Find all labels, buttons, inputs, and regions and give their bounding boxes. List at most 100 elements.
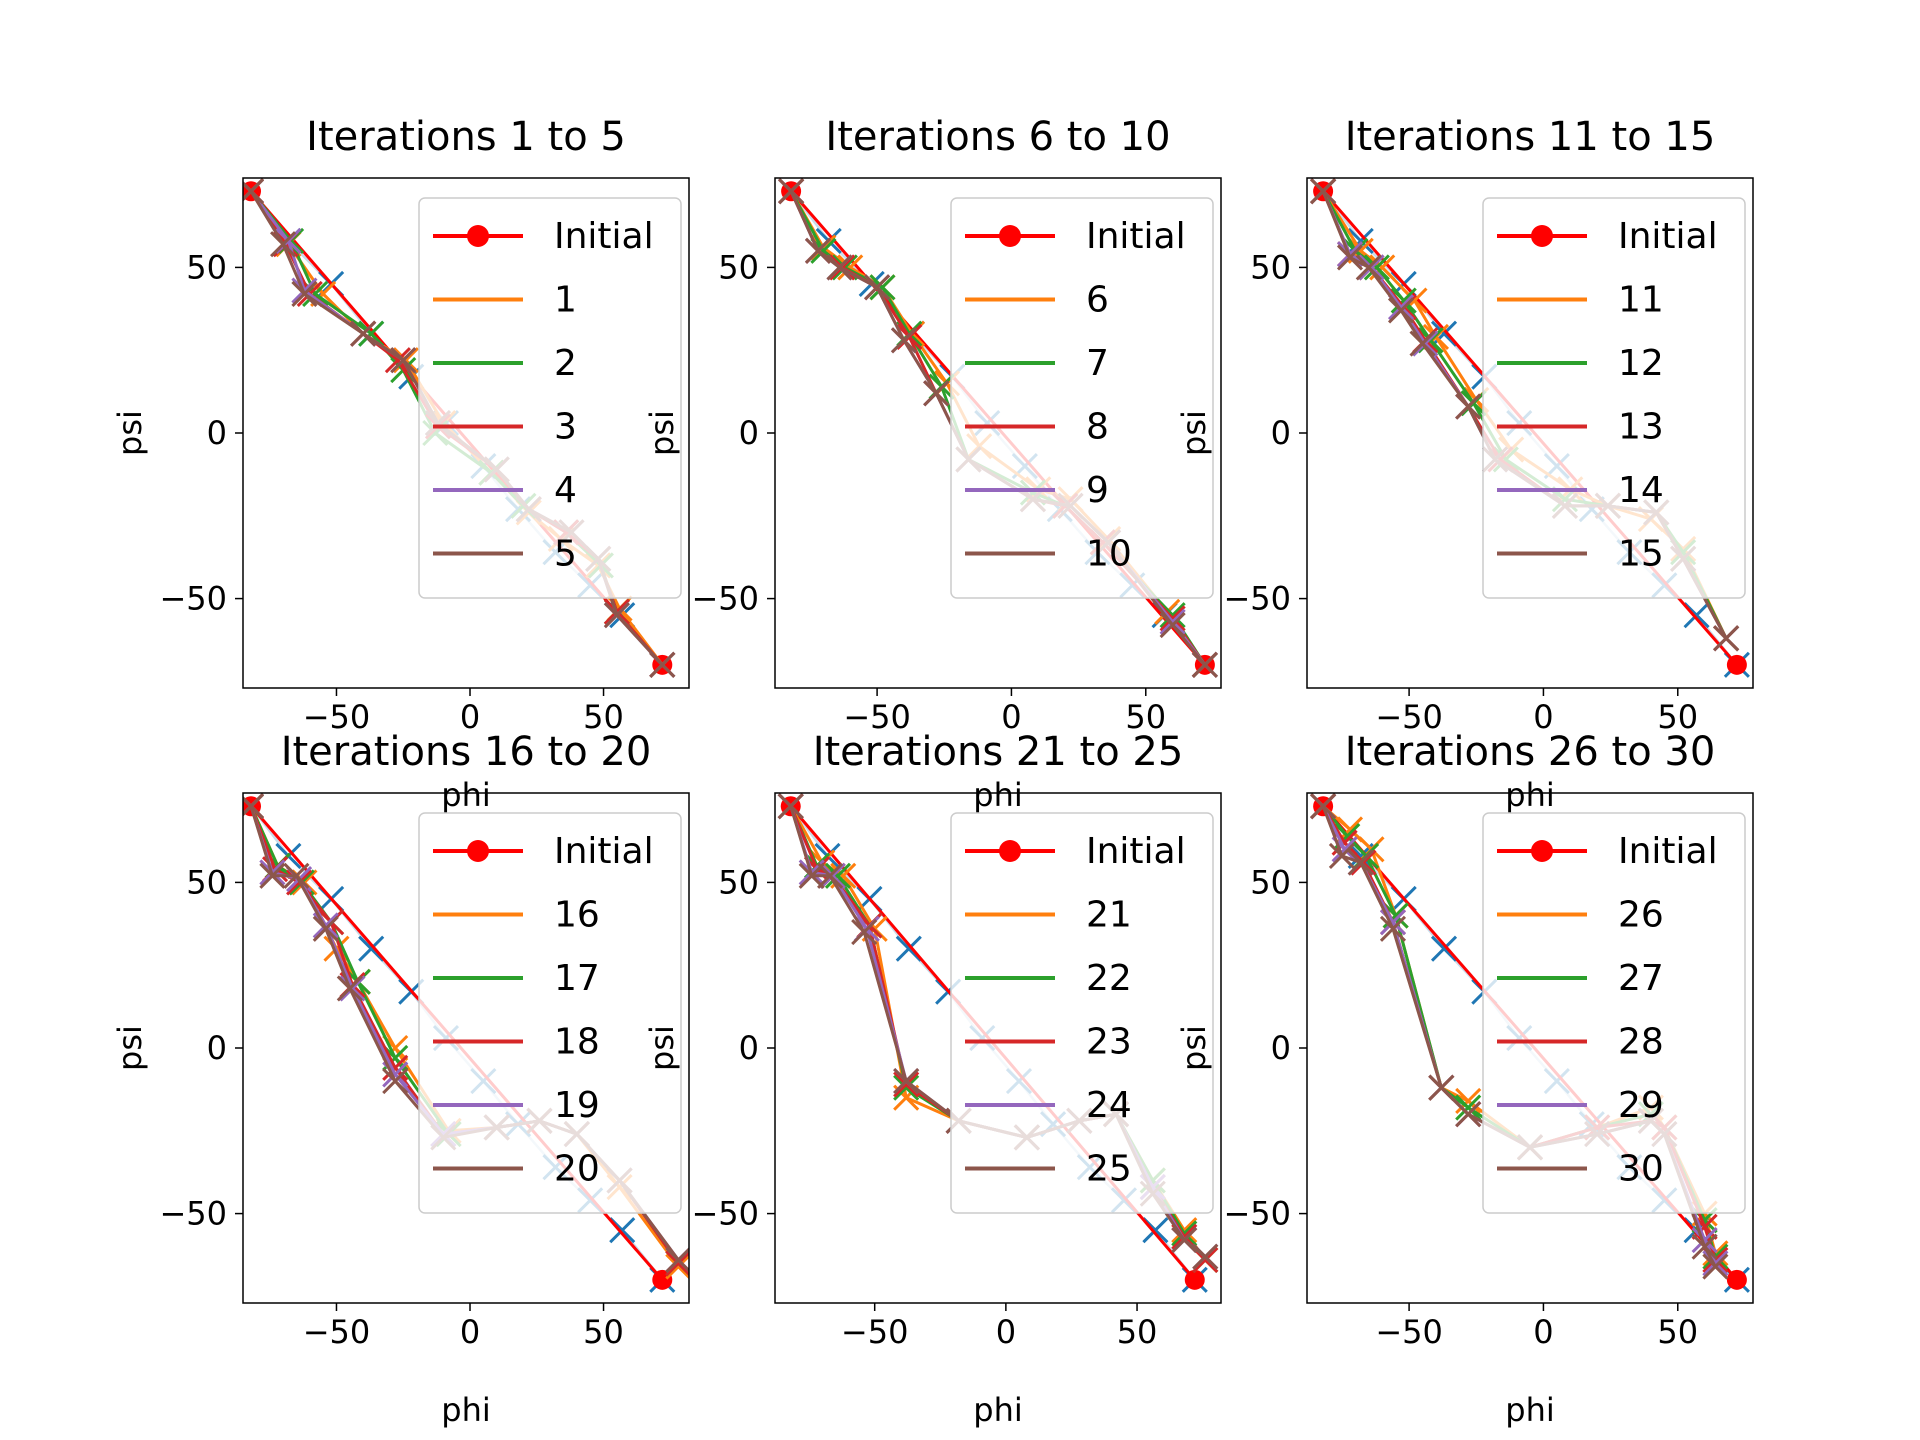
series-marker-15 [1455,393,1482,420]
y-tick-label: −50 [1223,580,1291,618]
series-marker-5 [291,280,318,307]
series-marker-15 [1409,330,1436,357]
subplot-5: −50 0 50 −50 0 50 phi psi Iterations 21 to 25 Ini… [643,729,1222,1429]
subplot-title: Iterations 6 to 10 [825,114,1170,160]
x-tick-label: −50 [303,698,371,736]
x-axis-label: phi [1505,1391,1554,1429]
series-marker-16 [665,1253,689,1280]
legend-label: 17 [554,958,600,999]
x-tick-label: 50 [1657,1313,1698,1351]
y-tick-label: 0 [1271,414,1291,452]
y-tick-label: −50 [159,580,227,618]
x-axis-label: phi [973,1391,1022,1429]
series-marker-10 [778,178,805,205]
legend-label: 6 [1086,280,1109,321]
initial-marker [1726,1269,1747,1290]
legend-label: 1 [554,280,577,321]
series-marker-19 [312,912,339,939]
legend-frame [1482,812,1746,1214]
series-marker-5 [603,602,630,629]
series-marker-29 [1691,1227,1718,1254]
series-marker-20 [259,862,286,889]
x-tick-label: 50 [1125,698,1166,736]
legend-label: 20 [554,1149,600,1190]
legend-label: 29 [1618,1085,1664,1126]
legend-label: 27 [1618,958,1664,999]
series-marker-25 [817,862,844,889]
x-tick-label: 50 [1117,1313,1158,1351]
legend-label: 23 [1086,1022,1132,1063]
legend-marker [999,225,1021,247]
series-marker-5 [350,320,377,347]
series-marker-5 [390,347,417,374]
x-tick-label: 50 [1657,698,1698,736]
series-marker-18 [665,1250,689,1277]
legend-label: 30 [1618,1149,1664,1190]
legend-marker [467,840,489,862]
legend-label: 16 [554,895,600,936]
x-tick-label: 50 [583,1313,624,1351]
series-marker-19 [339,975,366,1002]
series-marker-20 [312,915,339,942]
baseline-marker [1683,602,1710,629]
x-tick-label: 50 [583,698,624,736]
legend-label: 24 [1086,1085,1132,1126]
legend-label: 4 [554,470,577,511]
series-marker-15 [1336,244,1364,271]
series-marker-10 [923,380,950,407]
series-marker-7 [1159,602,1186,629]
x-tick-label: 0 [460,1313,480,1351]
subplot-2: −50 0 50 −50 0 50 phi psi Iterations 6 to 10 Init… [643,114,1222,814]
series-marker-15 [1713,625,1740,652]
series-marker-20 [283,862,310,889]
legend-marker [467,225,489,247]
series-marker-12 [1390,287,1417,314]
legend-frame [418,197,682,599]
series-marker-25 [1171,1227,1198,1254]
x-axis-label: phi [973,776,1022,814]
series-marker-28 [1350,849,1377,876]
series-marker-25 [777,793,804,820]
legend-frame [950,812,1214,1214]
legend-label: 18 [554,1022,600,1063]
legend-label: 13 [1618,407,1664,448]
legend-label: 19 [554,1085,600,1126]
series-marker-27 [1455,1094,1482,1121]
series-marker-10 [1159,612,1186,639]
y-tick-label: 0 [207,1029,227,1067]
y-tick-label: 0 [739,414,759,452]
series-marker-10 [804,237,832,264]
series-marker-25 [893,1068,920,1095]
legend-marker [1531,840,1553,862]
y-tick-label: 50 [1250,863,1291,901]
y-tick-label: 50 [718,248,759,286]
legend-label: 8 [1086,407,1109,448]
series-marker-15 [1355,254,1382,281]
legend-label: 26 [1618,895,1664,936]
series-marker-30 [1328,842,1355,869]
series-marker-15 [1310,178,1337,205]
legend: Initial 1 2 3 4 5 [418,197,682,599]
legend-label: Initial [1618,216,1718,257]
series-marker-22 [893,1074,920,1101]
legend-label: 12 [1618,343,1664,384]
subplot-3: −50 0 50 −50 0 50 phi psi Iterations 11 to 15 Ini… [1175,114,1754,814]
subplot-1: −50 0 50 −50 0 50 phi psi Iterations 1 to 5 Initi… [111,114,690,814]
series-marker-26 [1455,1087,1482,1115]
legend-label: 21 [1086,895,1132,936]
series-marker-25 [798,862,825,889]
x-axis-label: phi [441,776,490,814]
series-marker-30 [1455,1101,1482,1128]
x-tick-label: 0 [996,1313,1016,1351]
series-marker-30 [1702,1253,1729,1280]
y-axis-label: psi [1175,1025,1213,1071]
y-axis-label: psi [643,1025,681,1071]
baseline-marker [609,1217,636,1244]
series-marker-30 [1379,915,1407,942]
series-marker-5 [269,231,297,258]
legend: Initial 11 12 13 14 15 [1482,197,1746,599]
series-marker-20 [382,1068,409,1095]
x-axis-label: phi [441,1391,490,1429]
legend: Initial 21 22 23 24 25 [950,812,1214,1214]
subplot-title: Iterations 21 to 25 [813,729,1184,775]
